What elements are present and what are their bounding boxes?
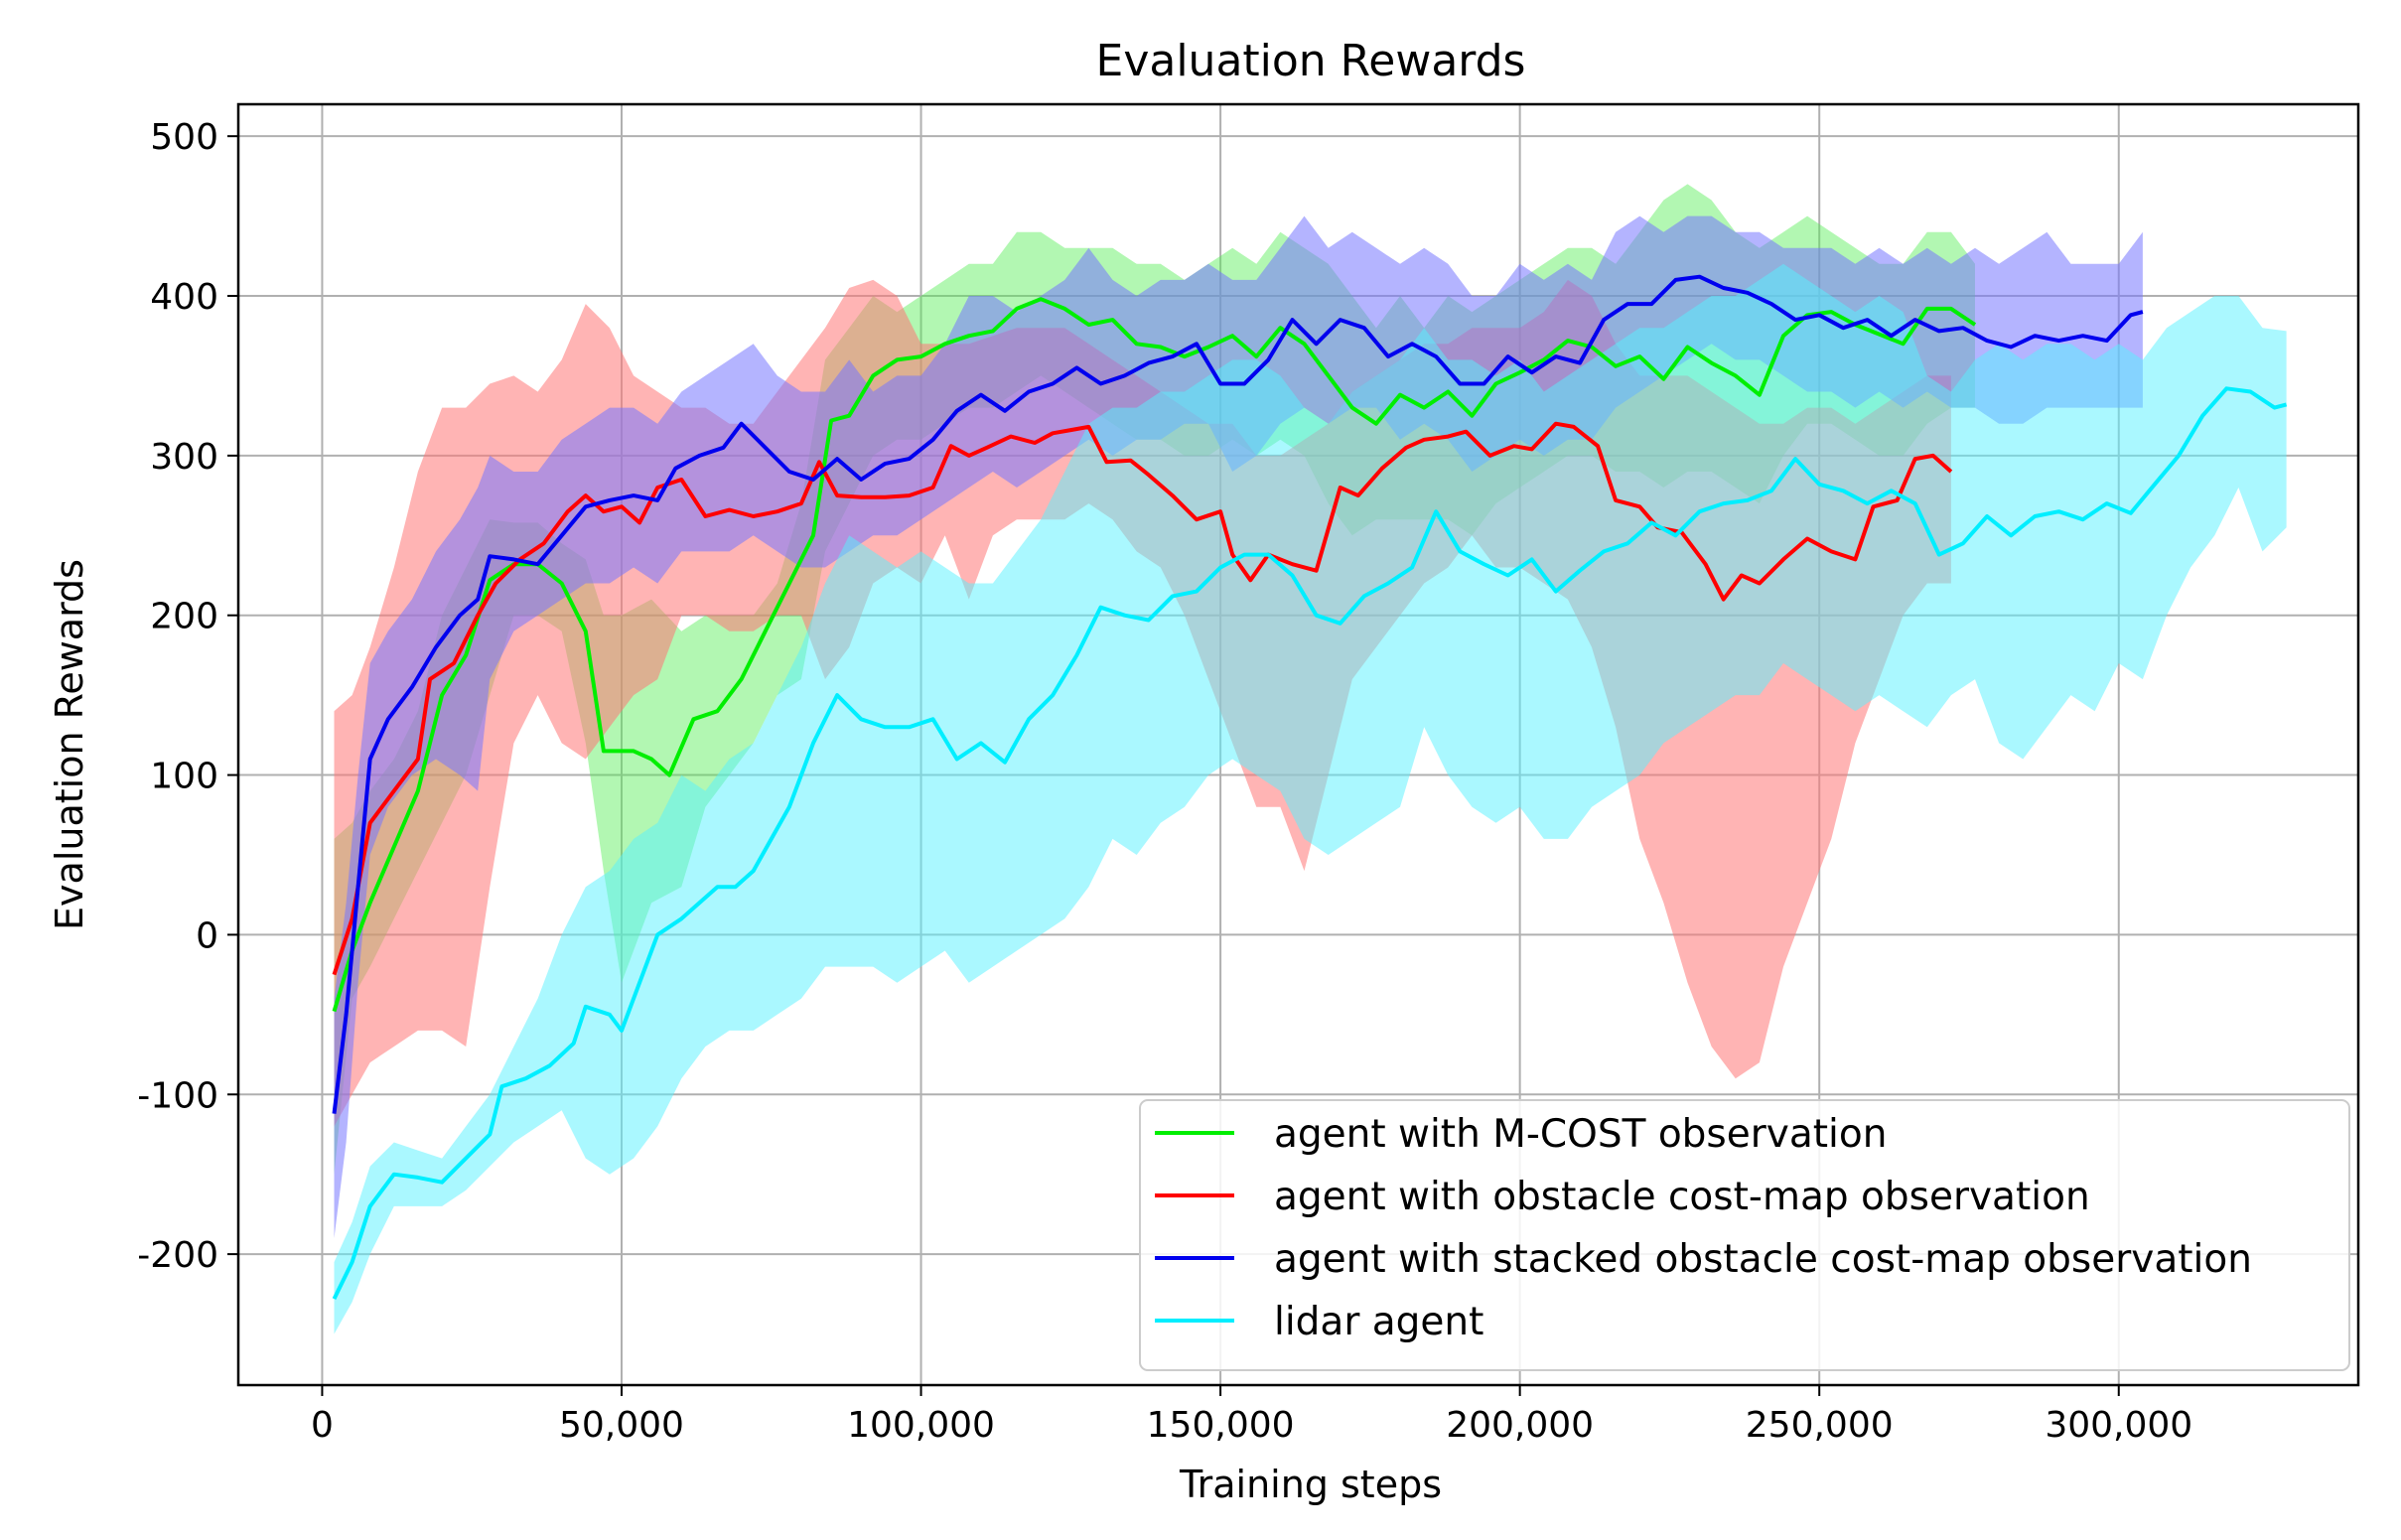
- series-lines: [332, 274, 2288, 1300]
- confidence-bands: [334, 184, 2287, 1334]
- x-tick-label: 300,000: [2045, 1405, 2192, 1446]
- chart-title: Evaluation Rewards: [1096, 36, 1526, 86]
- line-agent-with-stacked-obstacle-cost-map-observation: [332, 274, 2144, 1114]
- line-lidar-agent: [332, 386, 2288, 1300]
- line-agent-with-m-cost-observation: [332, 297, 1977, 1013]
- x-tick-label: 0: [311, 1405, 334, 1446]
- x-tick-label: 50,000: [559, 1405, 684, 1446]
- legend-label-agent-with-stacked-obstacle-cost-map-observation: agent with stacked obstacle cost-map obs…: [1274, 1237, 2252, 1282]
- x-tick-label: 100,000: [847, 1405, 995, 1446]
- y-tick-label: 0: [196, 915, 218, 956]
- x-tick-label: 200,000: [1446, 1405, 1594, 1446]
- y-tick-label: 400: [150, 277, 218, 318]
- y-tick-label: 500: [150, 117, 218, 158]
- band-agent-with-stacked-obstacle-cost-map-observation: [334, 215, 2143, 1239]
- y-tick-label: 100: [150, 757, 218, 797]
- x-tick-label: 150,000: [1147, 1405, 1295, 1446]
- legend: agent with M-COST observation agent with …: [1139, 1099, 2350, 1371]
- x-tick-label: 250,000: [1746, 1405, 1894, 1446]
- line-agent-with-obstacle-cost-map-observation: [332, 421, 1953, 976]
- legend-label-lidar-agent: lidar agent: [1274, 1300, 1483, 1344]
- y-tick-label: -200: [137, 1235, 218, 1276]
- plot-frame: [236, 102, 2360, 1387]
- x-axis-label: Training steps: [1179, 1463, 1442, 1506]
- y-tick-label: -100: [137, 1075, 218, 1116]
- y-axis-label: Evaluation Rewards: [48, 559, 91, 930]
- legend-label-agent-with-m-cost-observation: agent with M-COST observation: [1274, 1112, 1887, 1157]
- legend-label-agent-with-obstacle-cost-map-observation: agent with obstacle cost-map observation: [1274, 1175, 2090, 1219]
- axis-ticks: 0 50,000 100,000 150,000 200,000 250,000 300,0…: [137, 117, 2192, 1446]
- band-lidar-agent: [334, 263, 2287, 1334]
- y-tick-label: 300: [150, 437, 218, 478]
- y-tick-label: 200: [150, 597, 218, 637]
- legend-box: [1139, 1099, 2350, 1371]
